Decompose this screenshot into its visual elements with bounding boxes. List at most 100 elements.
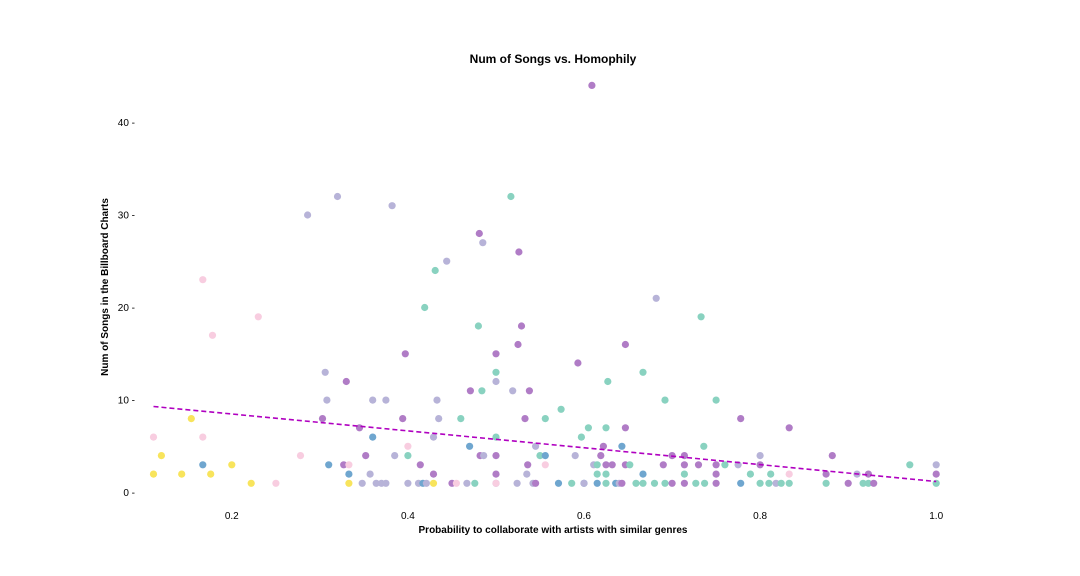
data-point [661,479,669,487]
data-point [401,350,409,358]
data-point [366,470,374,478]
data-point [431,266,439,275]
data-point [777,479,785,487]
data-point [785,424,793,432]
data-point [435,415,443,423]
data-point [478,387,486,395]
data-point [492,368,500,376]
data-point [157,452,165,460]
data-point [382,396,390,404]
data-point [514,340,522,349]
data-point [399,415,407,423]
data-point [554,479,563,487]
x-tick-label: 0.2 [225,511,239,522]
data-point [466,387,474,395]
y-tick-label: 40 - [118,118,135,129]
data-point [404,442,412,450]
data-point [772,479,780,487]
chart-title: Num of Songs vs. Homophily [470,52,637,66]
data-point [382,479,390,487]
data-point [513,479,521,487]
data-point [429,433,438,441]
data-point [712,479,720,487]
data-point [372,479,380,487]
data-point [746,470,755,478]
data-point [471,479,479,487]
data-point [421,303,429,312]
data-point [822,470,830,478]
data-point [700,442,708,450]
data-point [568,479,576,487]
data-point [149,470,158,478]
data-point [659,461,667,469]
data-point [391,452,399,460]
data-point [599,442,608,450]
data-point [577,433,586,441]
data-point [906,461,914,469]
data-point [602,424,610,432]
data-point [721,461,729,469]
data-point [680,461,689,469]
data-point [712,396,720,404]
data-point [602,461,610,469]
data-point [864,479,873,487]
y-tick-label: 0 - [123,488,135,499]
data-point [199,276,207,284]
data-point [524,461,532,469]
data-point [822,479,830,487]
data-point [521,415,529,423]
data-point [536,452,544,460]
data-point [149,433,158,441]
data-point [199,433,207,441]
data-point [694,461,703,469]
data-point [422,479,430,487]
x-tick-label: 1.0 [929,511,943,522]
data-point [597,452,605,460]
data-point [416,461,424,469]
data-point [767,470,775,478]
data-point [492,377,500,386]
data-point [661,396,669,404]
data-point [621,340,630,349]
y-tick-label: 30 - [118,211,135,222]
data-point [618,479,626,487]
data-point [593,461,601,469]
x-tick-label: 0.4 [401,511,415,522]
data-point [692,479,700,487]
data-point [932,461,940,469]
data-point [632,479,640,487]
data-point [602,479,610,487]
data-point [433,396,441,404]
data-point [323,396,331,404]
data-point [304,211,312,219]
data-point [247,479,255,487]
data-point [608,461,616,469]
data-point [466,442,474,450]
data-point [515,248,523,256]
data-point [701,479,709,487]
data-point [621,424,630,432]
data-point [765,479,773,487]
data-point [756,479,764,487]
data-point [574,359,582,367]
data-point [178,470,186,478]
data-point [199,461,207,469]
data-point [509,387,517,395]
data-point [604,377,612,386]
y-axis-label: Num of Songs in the Billboard Charts [100,198,111,376]
data-point [639,368,647,376]
data-point [785,470,793,478]
trend-line [153,405,937,483]
data-point [525,387,534,395]
data-point [541,452,549,460]
data-point [479,239,487,247]
data-point [345,461,353,469]
data-point [680,479,689,487]
data-point [532,479,540,487]
data-point [443,257,451,265]
data-point [272,479,280,487]
data-point [345,470,353,478]
data-point [228,461,236,469]
data-point [517,322,526,330]
x-tick-label: 0.6 [577,511,591,522]
